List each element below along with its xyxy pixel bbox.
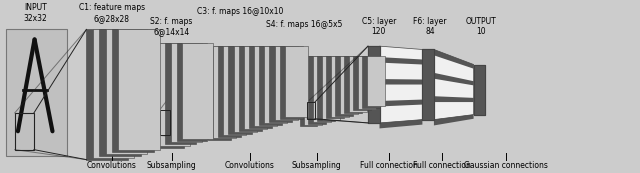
Text: C1: feature maps
6@28x28: C1: feature maps 6@28x28 bbox=[79, 3, 145, 23]
Polygon shape bbox=[434, 49, 474, 69]
Bar bbox=[322, 56, 340, 120]
Bar bbox=[474, 65, 485, 115]
Bar bbox=[182, 43, 213, 139]
Text: S4: f. maps 16@5x5: S4: f. maps 16@5x5 bbox=[266, 20, 342, 29]
Polygon shape bbox=[434, 96, 474, 102]
Polygon shape bbox=[434, 106, 474, 114]
Polygon shape bbox=[380, 46, 422, 123]
Bar bbox=[317, 56, 335, 121]
Polygon shape bbox=[380, 79, 422, 85]
Bar bbox=[93, 29, 134, 158]
Text: Subsampling: Subsampling bbox=[147, 161, 196, 170]
Text: Convolutions: Convolutions bbox=[225, 161, 275, 170]
Polygon shape bbox=[434, 61, 474, 77]
Bar bbox=[171, 43, 202, 142]
Text: INPUT
32x32: INPUT 32x32 bbox=[23, 3, 47, 23]
Bar bbox=[367, 56, 385, 106]
Text: S2: f. maps
6@14x14: S2: f. maps 6@14x14 bbox=[150, 17, 193, 36]
Polygon shape bbox=[380, 110, 422, 117]
Polygon shape bbox=[434, 49, 474, 120]
Text: Full connection: Full connection bbox=[413, 161, 470, 170]
Polygon shape bbox=[380, 120, 422, 128]
Bar bbox=[234, 46, 257, 132]
Bar bbox=[160, 110, 170, 135]
Bar bbox=[368, 46, 380, 123]
Polygon shape bbox=[380, 46, 422, 54]
Polygon shape bbox=[380, 90, 422, 95]
Bar bbox=[239, 46, 262, 131]
Polygon shape bbox=[380, 57, 422, 65]
Bar bbox=[228, 46, 252, 134]
Bar bbox=[244, 46, 267, 129]
Bar bbox=[154, 43, 184, 148]
Bar bbox=[249, 46, 272, 128]
Bar bbox=[275, 46, 298, 120]
Bar bbox=[6, 29, 67, 156]
Bar bbox=[259, 46, 282, 125]
Bar bbox=[213, 46, 236, 138]
Bar bbox=[362, 56, 380, 108]
Text: C5: layer
120: C5: layer 120 bbox=[362, 17, 396, 36]
Bar bbox=[326, 56, 344, 118]
Bar bbox=[218, 46, 241, 137]
Text: C3: f. maps 16@10x10: C3: f. maps 16@10x10 bbox=[197, 7, 283, 16]
Bar bbox=[86, 29, 128, 160]
Bar bbox=[358, 56, 376, 109]
Bar bbox=[280, 46, 303, 119]
Bar bbox=[159, 43, 190, 146]
Text: OUTPUT
10: OUTPUT 10 bbox=[466, 17, 497, 36]
Bar bbox=[349, 56, 367, 112]
Bar bbox=[177, 43, 207, 141]
Bar bbox=[118, 29, 160, 150]
Text: Full connection: Full connection bbox=[360, 161, 418, 170]
Polygon shape bbox=[434, 115, 474, 125]
Bar bbox=[208, 46, 231, 140]
Bar bbox=[112, 29, 154, 152]
Polygon shape bbox=[380, 99, 422, 106]
Bar bbox=[165, 43, 196, 144]
Bar bbox=[285, 46, 308, 117]
Bar bbox=[340, 56, 358, 114]
Bar bbox=[300, 56, 317, 126]
Bar bbox=[313, 56, 331, 122]
Bar bbox=[335, 56, 353, 116]
Bar bbox=[308, 56, 326, 124]
Polygon shape bbox=[434, 73, 474, 85]
Polygon shape bbox=[380, 68, 422, 75]
Bar bbox=[353, 56, 371, 110]
Bar bbox=[15, 113, 34, 150]
Bar bbox=[344, 56, 362, 113]
Bar bbox=[254, 46, 277, 126]
Bar bbox=[99, 29, 141, 156]
Text: Gaussian connections: Gaussian connections bbox=[463, 161, 548, 170]
Bar bbox=[422, 49, 434, 120]
Text: F6: layer
84: F6: layer 84 bbox=[413, 17, 447, 36]
Text: Convolutions: Convolutions bbox=[87, 161, 137, 170]
Bar bbox=[331, 56, 349, 117]
Bar bbox=[264, 46, 287, 123]
Bar bbox=[307, 102, 315, 119]
Bar bbox=[269, 46, 292, 122]
Bar bbox=[304, 56, 322, 125]
Text: Subsampling: Subsampling bbox=[292, 161, 342, 170]
Polygon shape bbox=[434, 85, 474, 94]
Bar bbox=[368, 46, 380, 123]
Bar bbox=[106, 29, 147, 154]
Bar bbox=[474, 65, 485, 115]
Bar bbox=[223, 46, 246, 135]
Bar bbox=[422, 49, 434, 120]
